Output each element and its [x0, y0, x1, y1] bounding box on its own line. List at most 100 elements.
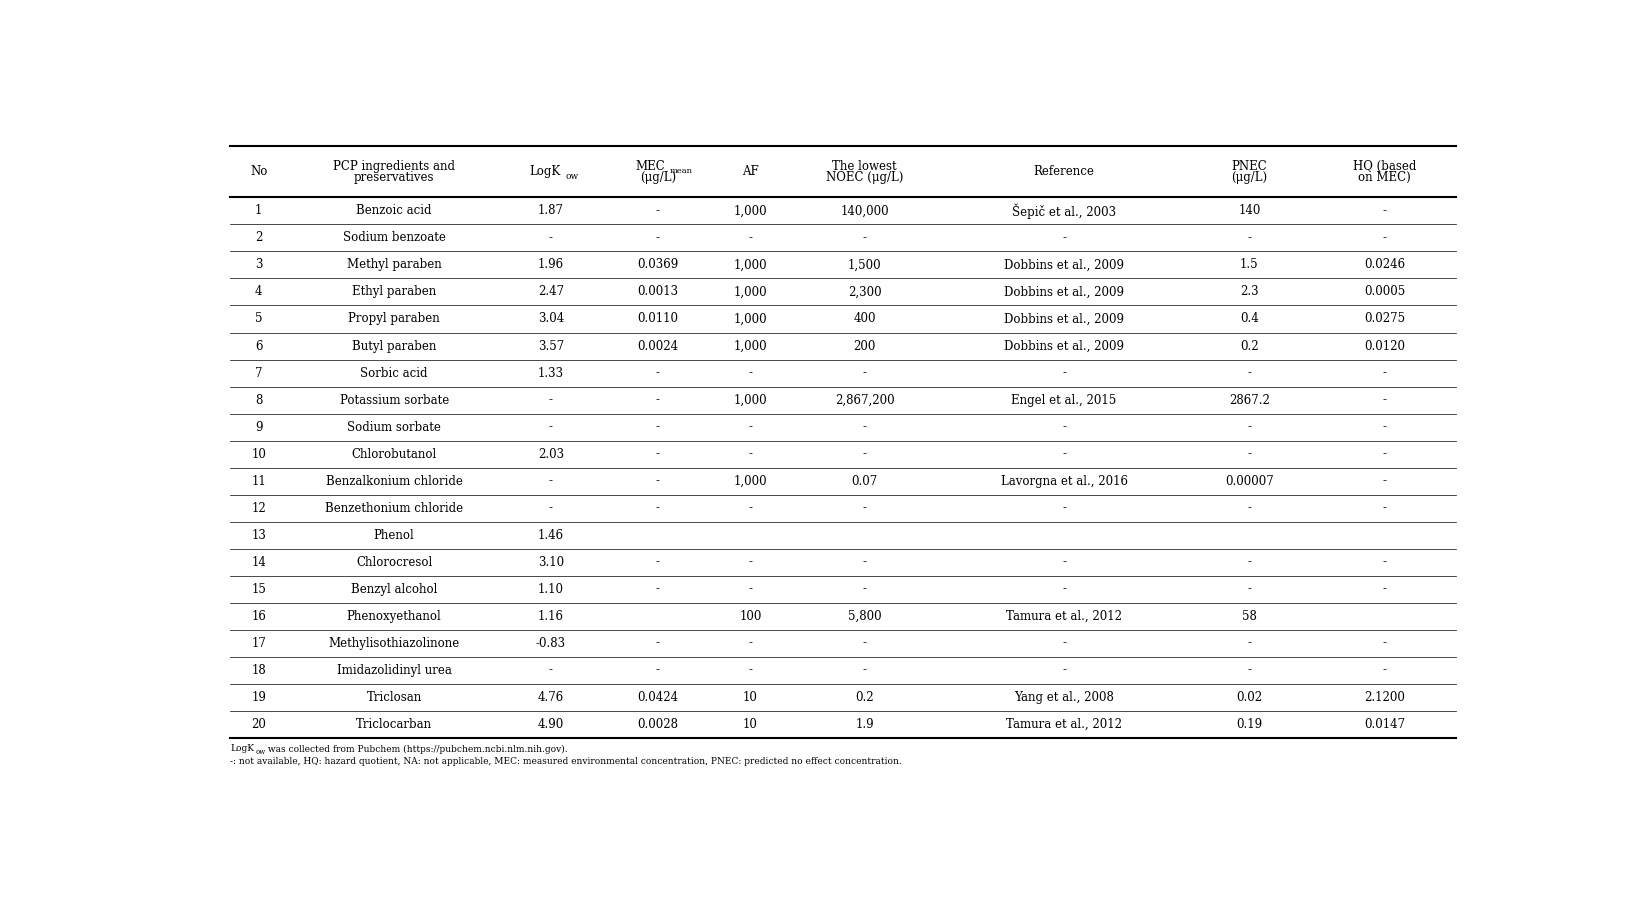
- Text: -: -: [1383, 582, 1387, 595]
- Text: -: -: [656, 421, 661, 434]
- Text: 100: 100: [739, 609, 762, 623]
- Text: -: -: [1247, 366, 1252, 379]
- Text: 16: 16: [251, 609, 266, 623]
- Text: Tamura et al., 2012: Tamura et al., 2012: [1006, 609, 1123, 623]
- Text: -: -: [549, 421, 552, 434]
- Text: -: -: [549, 501, 552, 514]
- Text: HQ (based: HQ (based: [1354, 160, 1416, 173]
- Text: -: -: [1062, 637, 1065, 650]
- Text: AF: AF: [742, 165, 759, 178]
- Text: -: not available, HQ: hazard quotient, NA: not applicable, MEC: measured environ: -: not available, HQ: hazard quotient, N…: [229, 757, 901, 765]
- Text: Chlorobutanol: Chlorobutanol: [351, 448, 438, 461]
- Text: 2.47: 2.47: [538, 285, 564, 298]
- Text: -: -: [1383, 664, 1387, 677]
- Text: 20: 20: [251, 717, 266, 731]
- Text: NOEC (μg/L): NOEC (μg/L): [826, 171, 903, 184]
- Text: -: -: [549, 393, 552, 406]
- Text: -: -: [656, 664, 661, 677]
- Text: -: -: [862, 421, 867, 434]
- Text: 1.87: 1.87: [538, 205, 564, 218]
- Text: 0.07: 0.07: [851, 474, 877, 487]
- Text: 58: 58: [1242, 609, 1257, 623]
- Text: 3.10: 3.10: [538, 556, 564, 569]
- Text: 200: 200: [854, 340, 875, 353]
- Text: 1.9: 1.9: [856, 717, 874, 731]
- Text: on MEC): on MEC): [1359, 171, 1411, 184]
- Text: 0.0120: 0.0120: [1364, 340, 1405, 353]
- Text: -: -: [749, 664, 752, 677]
- Text: -: -: [1383, 366, 1387, 379]
- Text: -: -: [1247, 448, 1252, 461]
- Text: ow: ow: [565, 173, 579, 181]
- Text: Dobbins et al., 2009: Dobbins et al., 2009: [1005, 258, 1124, 271]
- Text: Imidazolidinyl urea: Imidazolidinyl urea: [336, 664, 452, 677]
- Text: -0.83: -0.83: [536, 637, 565, 650]
- Text: 19: 19: [251, 690, 266, 703]
- Text: 2.03: 2.03: [538, 448, 564, 461]
- Text: 0.0024: 0.0024: [638, 340, 679, 353]
- Text: -: -: [1383, 421, 1387, 434]
- Text: 8: 8: [256, 393, 262, 406]
- Text: 2.1200: 2.1200: [1364, 690, 1405, 703]
- Text: -: -: [749, 556, 752, 569]
- Text: -: -: [862, 637, 867, 650]
- Text: -: -: [749, 582, 752, 595]
- Text: MEC: MEC: [636, 160, 665, 173]
- Text: 9: 9: [256, 421, 262, 434]
- Text: -: -: [1062, 556, 1065, 569]
- Text: -: -: [1383, 448, 1387, 461]
- Text: 10: 10: [742, 690, 757, 703]
- Text: -: -: [1062, 582, 1065, 595]
- Text: 140,000: 140,000: [841, 205, 888, 218]
- Text: Sodium sorbate: Sodium sorbate: [347, 421, 441, 434]
- Text: 10: 10: [251, 448, 266, 461]
- Text: 1.10: 1.10: [538, 582, 564, 595]
- Text: -: -: [656, 501, 661, 514]
- Text: Tamura et al., 2012: Tamura et al., 2012: [1006, 717, 1123, 731]
- Text: -: -: [862, 366, 867, 379]
- Text: 2.3: 2.3: [1241, 285, 1259, 298]
- Text: 14: 14: [251, 556, 266, 569]
- Text: Benzoic acid: Benzoic acid: [356, 205, 433, 218]
- Text: 1.5: 1.5: [1241, 258, 1259, 271]
- Text: 1.96: 1.96: [538, 258, 564, 271]
- Text: -: -: [549, 474, 552, 487]
- Text: 1: 1: [256, 205, 262, 218]
- Text: preservatives: preservatives: [354, 171, 434, 184]
- Text: -: -: [656, 556, 661, 569]
- Text: Sodium benzoate: Sodium benzoate: [343, 232, 446, 245]
- Text: 4.90: 4.90: [538, 717, 564, 731]
- Text: Reference: Reference: [1034, 165, 1095, 178]
- Text: 11: 11: [251, 474, 266, 487]
- Text: Triclosan: Triclosan: [367, 690, 421, 703]
- Text: -: -: [862, 556, 867, 569]
- Text: -: -: [656, 366, 661, 379]
- Text: LogK: LogK: [529, 165, 561, 178]
- Text: 0.2: 0.2: [1241, 340, 1259, 353]
- Text: 0.0424: 0.0424: [638, 690, 679, 703]
- Text: Engel et al., 2015: Engel et al., 2015: [1011, 393, 1116, 406]
- Text: -: -: [862, 448, 867, 461]
- Text: Lavorgna et al., 2016: Lavorgna et al., 2016: [1000, 474, 1128, 487]
- Text: 0.0369: 0.0369: [638, 258, 679, 271]
- Text: 4: 4: [256, 285, 262, 298]
- Text: -: -: [1383, 501, 1387, 514]
- Text: 18: 18: [251, 664, 266, 677]
- Text: -: -: [1247, 664, 1252, 677]
- Text: 0.0013: 0.0013: [638, 285, 679, 298]
- Text: 2: 2: [256, 232, 262, 245]
- Text: 0.19: 0.19: [1236, 717, 1262, 731]
- Text: 12: 12: [251, 501, 266, 514]
- Text: Phenol: Phenol: [374, 529, 415, 542]
- Text: 2,300: 2,300: [847, 285, 882, 298]
- Text: (μg/L): (μg/L): [1231, 171, 1267, 184]
- Text: Butyl paraben: Butyl paraben: [352, 340, 436, 353]
- Text: -: -: [749, 421, 752, 434]
- Text: was collected from Pubchem (https://pubchem.ncbi.nlm.nih.gov).: was collected from Pubchem (https://pubc…: [264, 745, 567, 753]
- Text: Methylisothiazolinone: Methylisothiazolinone: [328, 637, 461, 650]
- Text: 0.0246: 0.0246: [1364, 258, 1405, 271]
- Text: 5: 5: [256, 313, 262, 326]
- Text: Phenoxyethanol: Phenoxyethanol: [347, 609, 441, 623]
- Text: 17: 17: [251, 637, 266, 650]
- Text: 1,000: 1,000: [734, 205, 767, 218]
